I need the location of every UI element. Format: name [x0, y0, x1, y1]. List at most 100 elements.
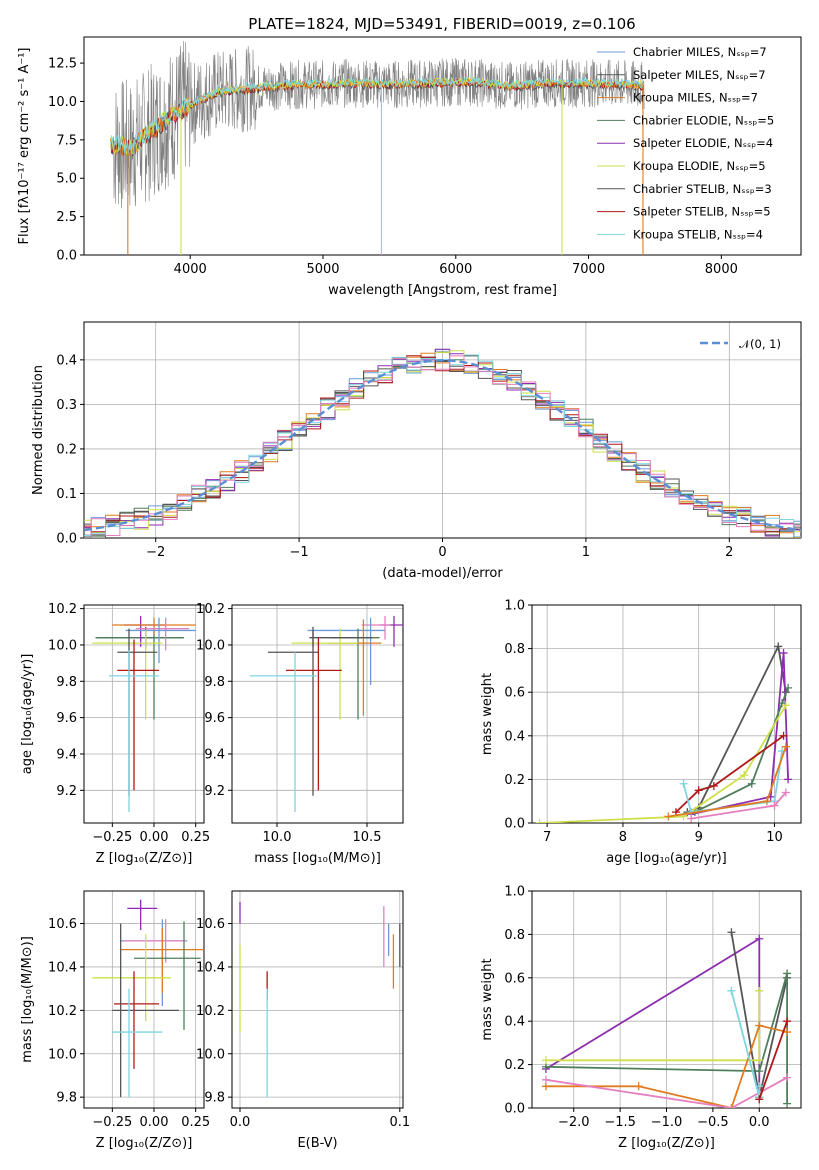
mass-weight-marker	[783, 969, 792, 978]
x-tick-label: 7000	[572, 262, 605, 277]
x-tick-label: 9	[695, 830, 703, 845]
legend-label: Salpeter STELIB, Nₛₛₚ=5	[633, 205, 771, 219]
y-tick-label: 0.2	[504, 1058, 525, 1073]
y-tick-label: 9.6	[56, 711, 77, 726]
mass-weight-marker	[727, 928, 736, 937]
mass-weight-marker	[709, 781, 718, 790]
mass-weight-line	[539, 704, 787, 823]
mass-weight-marker	[781, 701, 790, 710]
legend-label: Chabrier STELIB, Nₛₛₚ=3	[633, 182, 772, 196]
x-axis-label: wavelength [Angstrom, rest frame]	[328, 283, 557, 298]
mass-weight-marker	[755, 1067, 764, 1076]
y-tick-label: 10.2	[48, 1004, 77, 1019]
mass-weight-marker	[783, 1028, 792, 1037]
legend-label: Salpeter MILES, Nₛₛₚ=7	[633, 68, 766, 82]
x-axis-label: Z [log₁₀(Z/Z⊙)]	[96, 1136, 193, 1151]
x-axis-label: age [log₁₀(age/yr)]	[606, 851, 727, 866]
y-tick-label: 0.0	[56, 249, 77, 264]
x-tick-label: 10.5	[353, 830, 382, 845]
x-tick-label: 10.0	[263, 830, 292, 845]
y-axis-label: age [log₁₀(age/yr)]	[20, 654, 35, 775]
x-tick-label: 0.00	[140, 1115, 169, 1130]
residual-histogram	[84, 351, 801, 538]
y-tick-label: 12.5	[48, 57, 77, 72]
legend-label: 𝒩(0, 1)	[739, 337, 781, 351]
mass-weight-marker	[535, 819, 544, 823]
mass-weight-marker	[762, 797, 771, 806]
x-tick-label: −0.5	[697, 1115, 729, 1130]
mass-weight-marker	[755, 986, 764, 995]
legend-label: Chabrier MILES, Nₛₛₚ=7	[633, 45, 767, 59]
axes-frame	[83, 604, 205, 824]
x-tick-label: 0	[438, 545, 446, 560]
x-tick-label: 10	[766, 830, 783, 845]
axes-frame	[531, 604, 802, 824]
y-tick-label: 0.1	[56, 487, 77, 502]
y-tick-label: 10.0	[196, 1047, 225, 1062]
x-tick-label: −1	[290, 545, 309, 560]
y-tick-label: 10.0	[196, 638, 225, 653]
y-tick-label: 10.2	[196, 1004, 225, 1019]
mass-weight-marker	[755, 1082, 764, 1091]
x-tick-label: −2.0	[558, 1115, 590, 1130]
y-tick-label: 0.8	[504, 642, 525, 657]
mass-weight-marker	[679, 779, 688, 788]
y-tick-label: 9.8	[56, 1091, 77, 1106]
x-tick-label: −0.25	[92, 1115, 132, 1130]
y-tick-label: 9.4	[204, 747, 225, 762]
data-spectrum	[112, 40, 645, 209]
mass-weight-marker	[755, 1095, 764, 1104]
y-tick-label: 9.6	[204, 711, 225, 726]
y-tick-label: 9.8	[56, 675, 77, 690]
x-tick-label: −1.5	[604, 1115, 636, 1130]
y-tick-label: 0.0	[504, 817, 525, 832]
mass-weight-marker	[755, 1021, 764, 1030]
mass-weight-marker	[541, 1075, 550, 1084]
gaussian-reference-curve	[84, 359, 801, 532]
x-tick-label: −2	[146, 545, 165, 560]
y-tick-label: 9.8	[204, 1091, 225, 1106]
y-tick-label: 0.2	[504, 773, 525, 788]
mass-weight-marker	[783, 1073, 792, 1082]
y-tick-label: 2.5	[56, 210, 77, 225]
y-tick-label: 7.5	[56, 133, 77, 148]
y-tick-label: 5.0	[56, 172, 77, 187]
mass-weight-marker	[687, 814, 696, 823]
x-tick-label: 2	[725, 545, 733, 560]
y-axis-label: mass weight	[480, 673, 495, 755]
y-tick-label: 9.2	[204, 784, 225, 799]
y-tick-label: 10.4	[196, 960, 225, 975]
spectrum-title: PLATE=1824, MJD=53491, FIBERID=0019, z=0…	[248, 15, 635, 33]
y-tick-label: 10.6	[196, 917, 225, 932]
y-tick-label: 0.0	[504, 1102, 525, 1117]
axes-frame	[231, 890, 404, 1109]
x-tick-label: −1.0	[651, 1115, 683, 1130]
x-tick-label: 1	[582, 545, 590, 560]
mass-weight-line	[730, 990, 761, 1098]
mass-weight-marker	[779, 648, 788, 657]
mass-weight-marker	[770, 801, 779, 810]
y-tick-label: 10.0	[48, 638, 77, 653]
y-tick-label: 0.4	[504, 729, 525, 744]
y-axis-label: mass [log₁₀(M/M⊙)]	[20, 936, 35, 1063]
y-tick-label: 0.2	[56, 442, 77, 457]
x-axis-label: E(B-V)	[297, 1136, 337, 1151]
mass-weight-marker	[634, 1082, 643, 1091]
y-tick-label: 1.0	[504, 885, 525, 900]
x-axis-label: (data-model)/error	[382, 566, 503, 581]
mass-weight-marker	[727, 1104, 736, 1108]
y-axis-label: Normed distribution	[31, 365, 46, 495]
legend-label: Chabrier ELODIE, Nₛₛₚ=5	[633, 113, 774, 127]
y-tick-label: 0.6	[504, 686, 525, 701]
y-tick-label: 9.2	[56, 784, 77, 799]
x-tick-label: 0.0	[230, 1115, 251, 1130]
y-tick-label: 9.8	[204, 675, 225, 690]
x-tick-label: 6000	[439, 262, 472, 277]
legend-label: Kroupa STELIB, Nₛₛₚ=4	[633, 227, 763, 241]
y-tick-label: 0.0	[56, 532, 77, 547]
mass-weight-marker	[781, 742, 790, 751]
model-spectrum-line	[110, 76, 644, 154]
mass-weight-marker	[779, 731, 788, 740]
mass-weight-marker	[664, 812, 673, 821]
